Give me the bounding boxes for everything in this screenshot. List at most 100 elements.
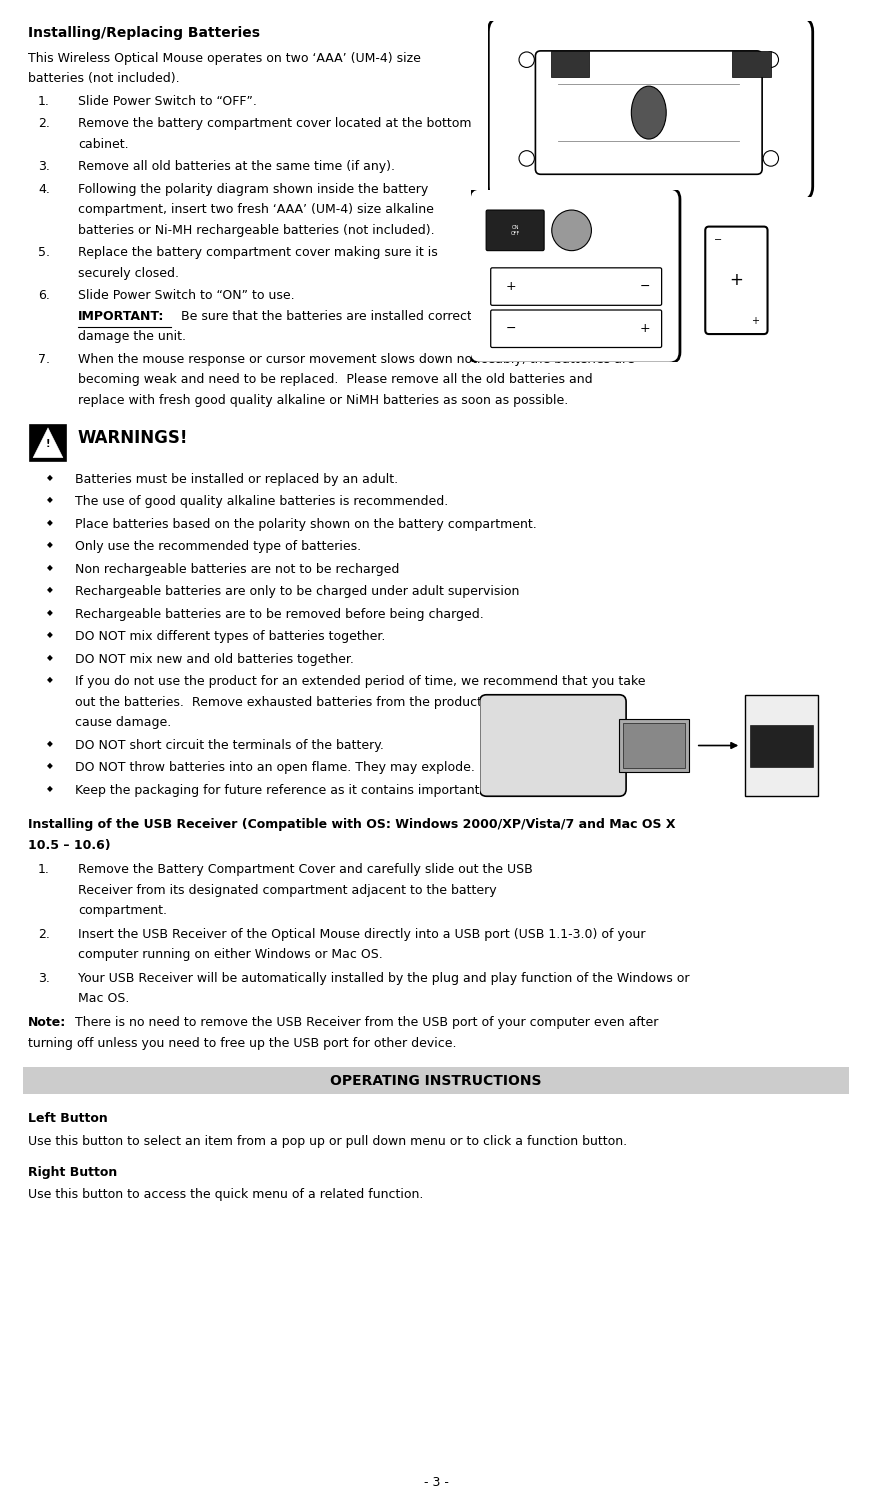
- Text: batteries (not included).: batteries (not included).: [28, 72, 180, 85]
- FancyBboxPatch shape: [488, 18, 813, 200]
- Text: ◆: ◆: [47, 541, 53, 550]
- Text: Remove the Battery Compartment Cover and carefully slide out the USB: Remove the Battery Compartment Cover and…: [78, 864, 533, 877]
- Text: 3.: 3.: [38, 973, 50, 985]
- Text: ◆: ◆: [47, 738, 53, 747]
- Text: securely closed.: securely closed.: [78, 267, 179, 279]
- Text: −: −: [639, 279, 651, 293]
- Text: cause damage.: cause damage.: [75, 716, 171, 729]
- Text: Non rechargeable batteries are not to be recharged: Non rechargeable batteries are not to be…: [75, 563, 399, 575]
- Text: - 3 -: - 3 -: [424, 1476, 448, 1490]
- Text: +: +: [639, 323, 651, 335]
- FancyBboxPatch shape: [469, 188, 680, 363]
- Text: +: +: [730, 272, 743, 290]
- Text: Use this button to select an item from a pop up or pull down menu or to click a : Use this button to select an item from a…: [28, 1135, 627, 1147]
- Text: Remove all old batteries at the same time (if any).: Remove all old batteries at the same tim…: [78, 160, 395, 173]
- Ellipse shape: [631, 87, 666, 139]
- Text: +: +: [505, 279, 516, 293]
- Text: OPERATING INSTRUCTIONS: OPERATING INSTRUCTIONS: [330, 1074, 542, 1088]
- FancyBboxPatch shape: [732, 51, 771, 78]
- FancyBboxPatch shape: [491, 267, 662, 305]
- FancyBboxPatch shape: [480, 695, 626, 796]
- Text: replace with fresh good quality alkaline or NiMH batteries as soon as possible.: replace with fresh good quality alkaline…: [78, 394, 569, 406]
- Text: DO NOT short circuit the terminals of the battery.: DO NOT short circuit the terminals of th…: [75, 738, 384, 751]
- Text: Slide Power Switch to “OFF”.: Slide Power Switch to “OFF”.: [78, 94, 257, 108]
- Text: Your USB Receiver will be automatically installed by the plug and play function : Your USB Receiver will be automatically …: [78, 973, 690, 985]
- Text: Place batteries based on the polarity shown on the battery compartment.: Place batteries based on the polarity sh…: [75, 518, 537, 530]
- Circle shape: [519, 52, 535, 67]
- Text: ◆: ◆: [47, 472, 53, 481]
- Text: This Wireless Optical Mouse operates on two ‘AAA’ (UM-4) size: This Wireless Optical Mouse operates on …: [28, 52, 421, 64]
- Text: Mac OS.: Mac OS.: [78, 992, 129, 1005]
- FancyBboxPatch shape: [491, 311, 662, 348]
- Text: ◆: ◆: [47, 586, 53, 595]
- Text: batteries or Ni-MH rechargeable batteries (not included).: batteries or Ni-MH rechargeable batterie…: [78, 224, 434, 238]
- Text: If you do not use the product for an extended period of time, we recommend that : If you do not use the product for an ext…: [75, 675, 645, 689]
- Text: ◆: ◆: [47, 675, 53, 684]
- Circle shape: [763, 151, 779, 166]
- Text: Installing/Replacing Batteries: Installing/Replacing Batteries: [28, 25, 260, 40]
- Text: Only use the recommended type of batteries.: Only use the recommended type of batteri…: [75, 541, 361, 553]
- FancyBboxPatch shape: [705, 227, 767, 335]
- Text: Insert the USB Receiver of the Optical Mouse directly into a USB port (USB 1.1-3: Insert the USB Receiver of the Optical M…: [78, 928, 645, 941]
- Text: 1.: 1.: [38, 94, 50, 108]
- Text: −: −: [505, 323, 516, 335]
- Text: 3.: 3.: [38, 160, 50, 173]
- FancyBboxPatch shape: [487, 211, 544, 251]
- Text: ◆: ◆: [47, 608, 53, 617]
- Text: Left Button: Left Button: [28, 1113, 108, 1125]
- Text: 4.: 4.: [38, 182, 50, 196]
- Text: There is no need to remove the USB Receiver from the USB port of your computer e: There is no need to remove the USB Recei…: [71, 1016, 658, 1029]
- Text: ◆: ◆: [47, 563, 53, 572]
- Circle shape: [552, 211, 591, 251]
- Text: Be sure that the batteries are installed correctly.  Wrong polarity may: Be sure that the batteries are installed…: [173, 309, 617, 323]
- Text: Right Button: Right Button: [28, 1165, 117, 1179]
- Text: Keep the packaging for future reference as it contains important information: Keep the packaging for future reference …: [75, 784, 555, 796]
- Text: IMPORTANT:: IMPORTANT:: [78, 309, 165, 323]
- Text: ◆: ◆: [47, 495, 53, 505]
- Text: Rechargeable batteries are to be removed before being charged.: Rechargeable batteries are to be removed…: [75, 608, 484, 620]
- Text: Receiver from its designated compartment adjacent to the battery: Receiver from its designated compartment…: [78, 884, 497, 896]
- Circle shape: [519, 151, 535, 166]
- Text: ◆: ◆: [47, 784, 53, 793]
- Text: ◆: ◆: [47, 653, 53, 662]
- Text: WARNINGS!: WARNINGS!: [78, 429, 188, 447]
- Text: DO NOT throw batteries into an open flame. They may explode.: DO NOT throw batteries into an open flam…: [75, 762, 475, 774]
- FancyBboxPatch shape: [623, 723, 685, 768]
- Text: computer running on either Windows or Mac OS.: computer running on either Windows or Ma…: [78, 949, 383, 962]
- Text: Following the polarity diagram shown inside the battery: Following the polarity diagram shown ins…: [78, 182, 428, 196]
- Text: DO NOT mix different types of batteries together.: DO NOT mix different types of batteries …: [75, 630, 385, 644]
- Text: ◆: ◆: [47, 630, 53, 639]
- FancyBboxPatch shape: [30, 424, 66, 460]
- Text: 10.5 – 10.6): 10.5 – 10.6): [28, 838, 111, 852]
- Text: Note:: Note:: [28, 1016, 66, 1029]
- Text: Installing of the USB Receiver (Compatible with OS: Windows 2000/XP/Vista/7 and : Installing of the USB Receiver (Compatib…: [28, 819, 676, 831]
- Text: Replace the battery compartment cover making sure it is: Replace the battery compartment cover ma…: [78, 247, 438, 260]
- Text: ON
OFF: ON OFF: [510, 226, 520, 236]
- Circle shape: [763, 52, 779, 67]
- Text: DO NOT mix new and old batteries together.: DO NOT mix new and old batteries togethe…: [75, 653, 354, 666]
- Text: turning off unless you need to free up the USB port for other device.: turning off unless you need to free up t…: [28, 1037, 457, 1050]
- FancyBboxPatch shape: [745, 695, 818, 796]
- Text: When the mouse response or cursor movement slows down noticeably, the batteries : When the mouse response or cursor moveme…: [78, 353, 635, 366]
- Text: becoming weak and need to be replaced.  Please remove all the old batteries and: becoming weak and need to be replaced. P…: [78, 374, 593, 387]
- Text: Remove the battery compartment cover located at the bottom: Remove the battery compartment cover loc…: [78, 117, 472, 130]
- Text: cabinet.: cabinet.: [78, 137, 129, 151]
- Text: damage the unit.: damage the unit.: [78, 330, 186, 344]
- Text: compartment.: compartment.: [78, 904, 167, 917]
- Text: 2.: 2.: [38, 117, 50, 130]
- FancyBboxPatch shape: [23, 1067, 849, 1094]
- FancyBboxPatch shape: [551, 51, 589, 78]
- FancyBboxPatch shape: [535, 51, 762, 175]
- Text: Batteries must be installed or replaced by an adult.: Batteries must be installed or replaced …: [75, 472, 399, 486]
- Text: ◆: ◆: [47, 762, 53, 771]
- Text: The use of good quality alkaline batteries is recommended.: The use of good quality alkaline batteri…: [75, 495, 448, 508]
- Text: Rechargeable batteries are only to be charged under adult supervision: Rechargeable batteries are only to be ch…: [75, 586, 520, 598]
- FancyBboxPatch shape: [619, 719, 689, 772]
- Text: 1.: 1.: [38, 864, 50, 877]
- Text: out the batteries.  Remove exhausted batteries from the product.  Battery leak m: out the batteries. Remove exhausted batt…: [75, 696, 602, 708]
- Text: −: −: [714, 235, 722, 245]
- Text: +: +: [751, 315, 759, 326]
- Text: Slide Power Switch to “ON” to use.: Slide Power Switch to “ON” to use.: [78, 290, 295, 302]
- Text: 6.: 6.: [38, 290, 50, 302]
- Text: 7.: 7.: [38, 353, 50, 366]
